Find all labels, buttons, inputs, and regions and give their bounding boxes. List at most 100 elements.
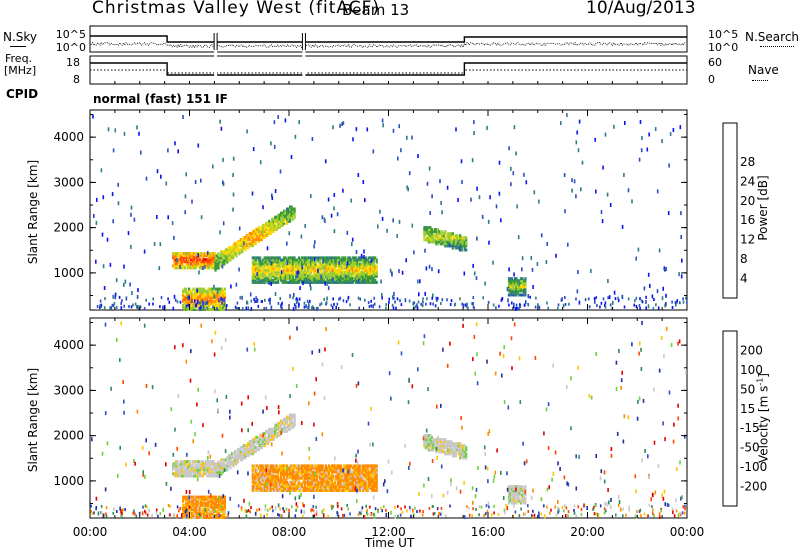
heatmap-cell [368, 262, 371, 266]
heatmap-cell [309, 264, 313, 268]
heatmap-cell [296, 298, 299, 303]
heatmap-cell [272, 219, 275, 223]
heatmap-cell [371, 484, 374, 488]
heatmap-cell [296, 264, 299, 268]
heatmap-cell [214, 258, 217, 262]
heatmap-cell [226, 248, 229, 252]
heatmap-cell [269, 476, 272, 480]
heatmap-cell [185, 295, 188, 299]
heatmap-cell [363, 474, 366, 478]
heatmap-cell [298, 280, 301, 284]
heatmap-cell [289, 335, 291, 340]
heatmap-cell [253, 464, 256, 468]
heatmap-cell [198, 293, 201, 297]
heatmap-cell [450, 442, 453, 446]
heatmap-cell [272, 427, 275, 431]
heatmap-cell [268, 480, 271, 484]
heatmap-cell [192, 501, 195, 505]
heatmap-cell [210, 266, 214, 270]
heatmap-cell [430, 446, 433, 450]
heatmap-cell [223, 516, 226, 519]
heatmap-cell [344, 472, 347, 476]
heatmap-cell [510, 336, 513, 341]
heatmap-cell [101, 232, 104, 237]
heatmap-cell [510, 289, 514, 293]
heatmap-cell [185, 252, 188, 256]
heatmap-cell [317, 272, 320, 276]
heatmap-cell [284, 260, 287, 264]
heatmap-cell [653, 298, 655, 301]
heatmap-cell [369, 262, 372, 266]
heatmap-cell [233, 460, 236, 464]
heatmap-cell [362, 180, 365, 184]
heatmap-cell [284, 470, 287, 474]
heatmap-cell [350, 472, 353, 476]
heatmap-cell [444, 230, 447, 234]
heatmap-cell [245, 242, 248, 246]
heatmap-cell [200, 464, 203, 468]
heatmap-cell [375, 486, 378, 490]
heatmap-cell [431, 194, 433, 199]
heatmap-cell [588, 305, 591, 309]
heatmap-cell [303, 268, 307, 272]
heatmap-cell [521, 277, 524, 281]
heatmap-cell [362, 488, 365, 492]
heatmap-cell [512, 305, 515, 309]
heatmap-cell [253, 478, 256, 482]
heatmap-cell [263, 488, 266, 492]
heatmap-cell [194, 474, 197, 478]
heatmap-cell [181, 466, 184, 470]
heatmap-cell [354, 280, 357, 284]
heatmap-cell [271, 464, 274, 468]
heatmap-cell [192, 306, 195, 309]
heatmap-cell [187, 258, 190, 262]
heatmap-cell [305, 270, 308, 274]
heatmap-cell [344, 258, 347, 262]
heatmap-cell [247, 444, 250, 448]
heatmap-cell [447, 442, 450, 446]
heatmap-cell [377, 224, 379, 229]
heatmap-cell [248, 450, 251, 454]
heatmap-cell [518, 283, 521, 287]
heatmap-cell [253, 280, 256, 284]
heatmap-cell [242, 246, 245, 250]
heatmap-cell [324, 486, 327, 490]
heatmap-cell [332, 486, 335, 490]
heatmap-cell [287, 217, 290, 221]
heatmap-cell [247, 428, 249, 433]
heatmap-cell [290, 472, 293, 476]
heatmap-cell [265, 486, 268, 490]
heatmap-cell [359, 482, 362, 486]
heatmap-cell [257, 236, 260, 240]
heatmap-cell [181, 462, 184, 466]
heatmap-cell [366, 464, 369, 468]
heatmap-cell [210, 293, 213, 297]
heatmap-cell [278, 264, 281, 268]
heatmap-cell [512, 491, 515, 495]
heatmap-cell [194, 470, 197, 474]
heatmap-cell [309, 482, 313, 486]
heatmap-cell [283, 480, 286, 484]
heatmap-cell [342, 484, 345, 488]
heatmap-cell [424, 440, 427, 444]
heatmap-cell [309, 256, 313, 260]
heatmap-cell [168, 300, 171, 304]
heatmap-cell [184, 474, 187, 478]
heatmap-cell [424, 226, 427, 230]
heatmap-cell [178, 468, 181, 472]
heatmap-cell [366, 478, 369, 482]
heatmap-cell [362, 278, 365, 282]
heatmap-cell [219, 514, 222, 517]
heatmap-cell [350, 268, 353, 272]
heatmap-cell [430, 236, 433, 240]
heatmap-cell [303, 264, 307, 268]
heatmap-cell [336, 272, 339, 276]
heatmap-cell [441, 236, 444, 240]
heatmap-cell [435, 242, 438, 246]
heatmap-cell [212, 305, 214, 309]
heatmap-cell [265, 221, 268, 225]
heatmap-cell [648, 132, 650, 137]
heatmap-cell [332, 482, 335, 486]
heatmap-cell [217, 460, 220, 464]
heatmap-cell [281, 306, 283, 310]
